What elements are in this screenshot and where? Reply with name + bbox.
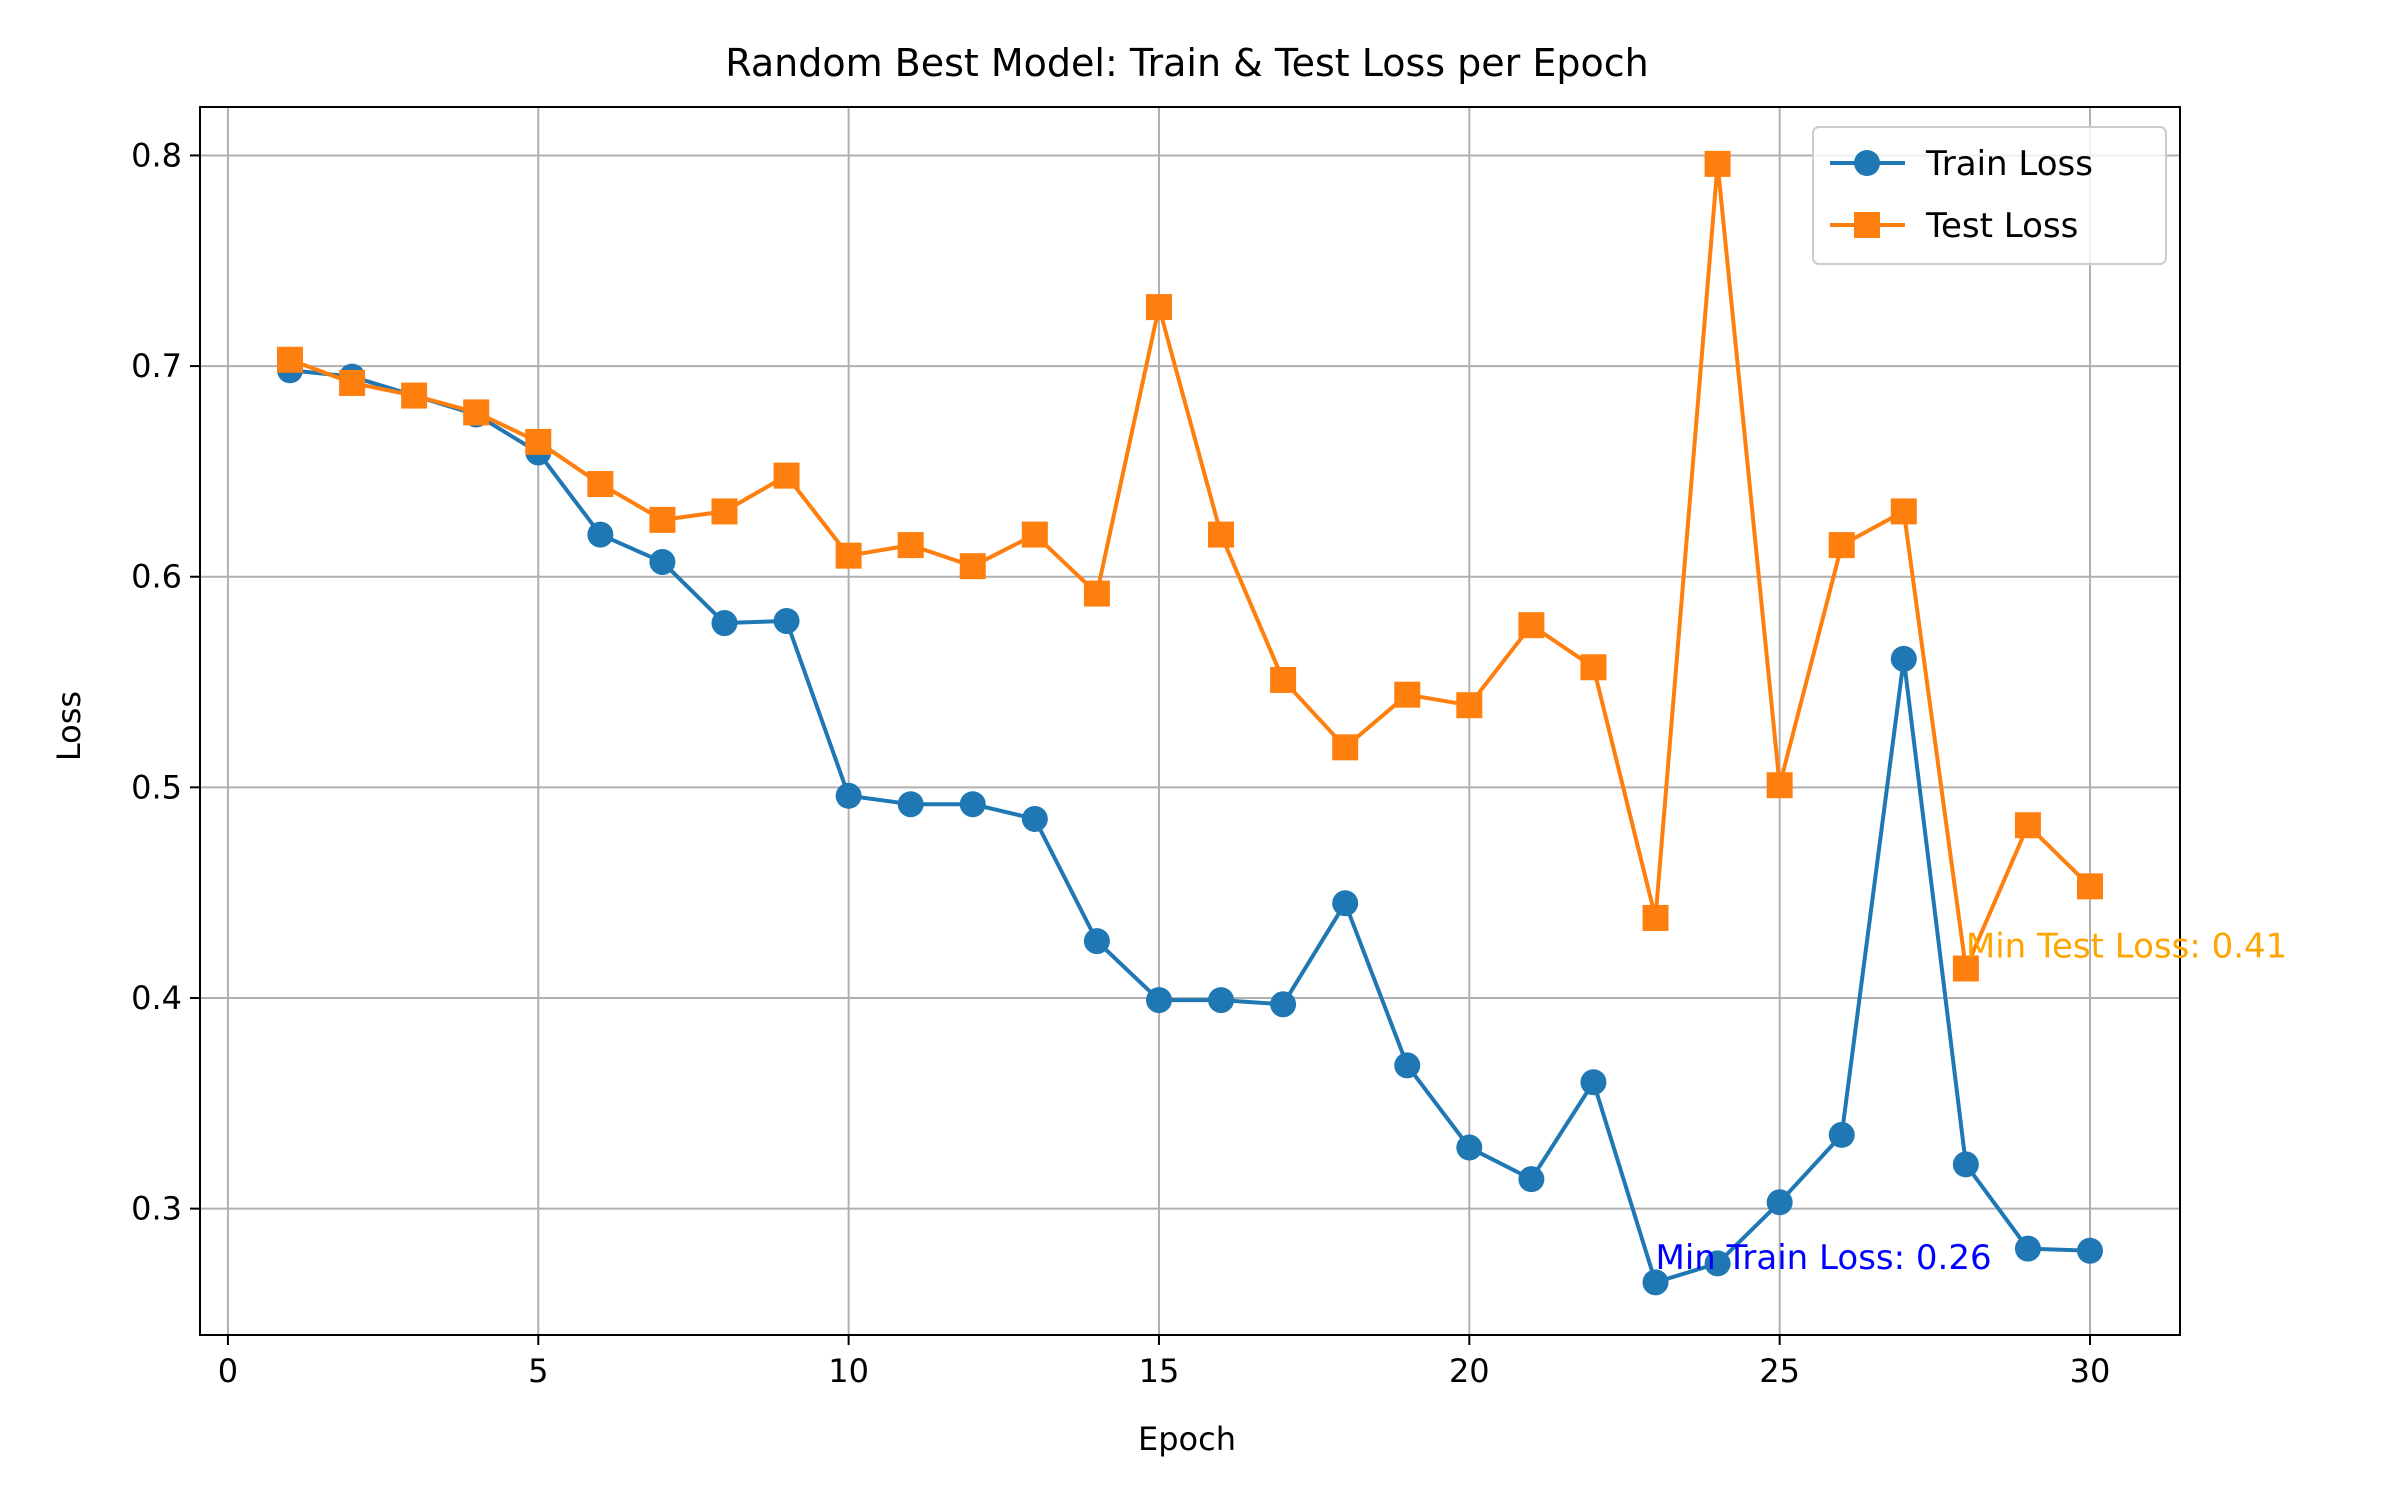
- x-tick-label: 20: [1449, 1352, 1490, 1390]
- axes: 0 5 10 15 20 25 30 0.3 0.4 0.5 0.6 0.7 0.8: [131, 106, 2181, 1390]
- data-point: [1642, 1269, 1669, 1296]
- data-point: [1145, 987, 1172, 1014]
- data-point: [587, 471, 614, 498]
- annotation-label: Min Train Loss: 0.26: [1656, 1238, 1992, 1278]
- data-point: [1083, 928, 1110, 955]
- data-point: [897, 791, 924, 818]
- data-point: [1704, 1250, 1731, 1277]
- data-point: [773, 462, 800, 489]
- data-point: [1890, 645, 1917, 672]
- data-point: [649, 548, 676, 575]
- data-point: [1828, 1121, 1855, 1148]
- data-point: [1394, 681, 1421, 708]
- data-point: [339, 369, 366, 396]
- data-point: [1021, 805, 1048, 832]
- data-point: [1704, 150, 1731, 177]
- data-point: [835, 542, 862, 569]
- data-point: [401, 382, 428, 409]
- data-point: [277, 346, 303, 373]
- data-point: [959, 553, 986, 580]
- legend-marker: [1854, 150, 1880, 176]
- y-axis-label: Loss: [50, 691, 88, 761]
- data-point: [2077, 873, 2103, 900]
- legend-label: Train Loss: [1925, 144, 2093, 184]
- data-point: [1828, 532, 1855, 559]
- data-point: [711, 610, 738, 637]
- data-point: [1766, 1189, 1793, 1216]
- legend: Train Loss Test Loss: [1812, 126, 2167, 265]
- plot-frame: [199, 106, 2181, 1336]
- x-tick-label: 30: [2070, 1352, 2111, 1390]
- grid: [200, 107, 2180, 1335]
- data-point: [2077, 1237, 2103, 1264]
- chart-title: Random Best Model: Train & Test Loss per…: [725, 41, 1648, 85]
- data-point: [1456, 1134, 1483, 1161]
- y-tick-label: 0.7: [131, 347, 182, 385]
- data-point: [1208, 521, 1235, 548]
- plot-area: [277, 150, 2103, 1296]
- data-point: [2014, 812, 2041, 839]
- data-point: [1208, 987, 1235, 1014]
- x-tick-label: 25: [1759, 1352, 1800, 1390]
- x-axis-label: Epoch: [1138, 1420, 1236, 1458]
- data-point: [587, 521, 614, 548]
- data-point: [1580, 1069, 1607, 1096]
- data-point: [1952, 1151, 1979, 1178]
- y-tick-label: 0.5: [131, 768, 182, 806]
- x-tick-label: 0: [218, 1352, 238, 1390]
- data-point: [1642, 904, 1669, 931]
- data-point: [1518, 612, 1545, 639]
- legend-label: Test Loss: [1925, 206, 2078, 246]
- legend-marker: [1854, 212, 1880, 238]
- data-point: [835, 782, 862, 809]
- y-tick-label: 0.8: [131, 136, 182, 174]
- data-point: [1332, 890, 1359, 917]
- data-point: [1270, 666, 1297, 693]
- y-tick-label: 0.6: [131, 558, 182, 596]
- series-line: [289, 368, 2091, 1285]
- x-tick-label: 10: [828, 1352, 869, 1390]
- data-point: [1394, 1052, 1421, 1079]
- data-point: [525, 428, 552, 455]
- legend-item: Test Loss: [1830, 206, 2078, 246]
- y-tick-label: 0.3: [131, 1190, 182, 1228]
- x-tick-label: 5: [528, 1352, 548, 1390]
- data-point: [1890, 498, 1917, 525]
- x-tick-label: 15: [1139, 1352, 1180, 1390]
- data-point: [897, 532, 924, 559]
- data-point: [2014, 1235, 2041, 1262]
- data-point: [1145, 294, 1172, 321]
- data-point: [1952, 955, 1979, 982]
- annotations: Min Train Loss: 0.26 Min Test Loss: 0.41: [1656, 926, 2288, 1278]
- data-point: [1021, 521, 1048, 548]
- data-point: [1270, 991, 1297, 1018]
- data-point: [1332, 734, 1359, 761]
- data-point: [1083, 580, 1110, 607]
- legend-item: Train Loss: [1830, 144, 2093, 184]
- data-point: [649, 506, 676, 533]
- annotation-label: Min Test Loss: 0.41: [1966, 926, 2287, 966]
- y-tick-label: 0.4: [131, 979, 182, 1017]
- data-point: [1766, 772, 1793, 799]
- data-point: [711, 498, 738, 525]
- data-point: [773, 607, 800, 634]
- data-point: [1518, 1166, 1545, 1193]
- data-point: [1456, 692, 1483, 719]
- data-point: [959, 791, 986, 818]
- data-point: [1580, 654, 1607, 681]
- series-test-loss: [277, 150, 2103, 982]
- data-point: [463, 399, 490, 426]
